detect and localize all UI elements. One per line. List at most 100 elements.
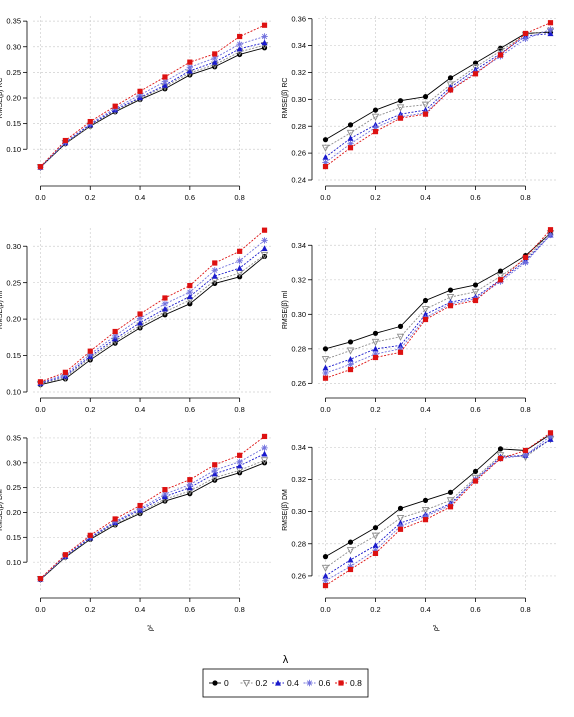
data-point <box>522 254 529 260</box>
y-tick-label: 0.20 <box>6 315 21 324</box>
series-0 <box>37 45 268 170</box>
series-0.6 <box>37 237 268 386</box>
data-point <box>372 129 379 135</box>
data-point <box>422 316 429 323</box>
series-line <box>40 229 265 383</box>
data-point <box>236 257 243 264</box>
y-axis-label: RMSE(β̂) RC <box>0 78 4 119</box>
data-point <box>372 345 379 352</box>
data-point <box>397 349 404 355</box>
legend-items: 0 0.2 0.4 0.6 0.8 <box>209 678 362 688</box>
x-tick-label: 0.0 <box>320 605 330 614</box>
chart-panel-2: 0.0 0.2 0.4 0.6 0.8 0.24 0.26 0.28 0.30 0.32 0.34 0… <box>282 14 558 202</box>
series-line <box>40 459 265 580</box>
x-tick-label: 0.2 <box>370 405 380 414</box>
data-point <box>62 552 68 558</box>
gridlines <box>33 228 272 393</box>
data-point <box>422 311 429 317</box>
data-point <box>137 311 143 317</box>
data-point <box>112 103 118 109</box>
series-line <box>40 24 265 167</box>
series-0.6 <box>37 444 268 583</box>
y-tick-label: 0.30 <box>6 42 21 51</box>
data-point <box>187 59 193 65</box>
series-line <box>325 33 551 158</box>
legend-label: 0.6 <box>319 678 331 688</box>
data-point <box>422 94 429 100</box>
data-point <box>137 502 143 509</box>
x-tick-label: 0.4 <box>135 405 145 414</box>
series-0.8 <box>322 20 554 170</box>
data-point <box>447 303 454 309</box>
data-point <box>347 556 354 563</box>
data-point <box>522 452 529 459</box>
data-point <box>496 273 505 281</box>
y-tick-label: 0.35 <box>6 17 21 26</box>
data-point <box>447 287 454 293</box>
data-point <box>186 481 194 488</box>
y-tick-label: 0.30 <box>291 310 306 319</box>
legend-label: 0 <box>224 678 229 688</box>
legend-label: 0.8 <box>350 678 362 688</box>
data-point <box>136 315 144 322</box>
data-point <box>322 153 329 160</box>
data-point <box>322 163 329 170</box>
y-tick-label: 0.30 <box>291 95 306 104</box>
series-0.2 <box>321 230 555 364</box>
chart-panel-6: 0.0 0.2 0.4 0.6 0.8 0.26 0.28 0.30 0.32 0.34 RMSE(… <box>282 428 558 631</box>
data-point <box>347 135 354 141</box>
data-point <box>496 47 505 56</box>
y-tick-label: 0.36 <box>291 14 306 23</box>
data-point <box>162 487 168 493</box>
series-line <box>40 44 265 168</box>
data-point <box>321 356 330 364</box>
data-point <box>371 532 380 540</box>
series-0.4 <box>37 245 268 386</box>
data-point <box>322 159 329 166</box>
data-point <box>371 338 380 347</box>
data-point <box>447 504 454 510</box>
data-point <box>371 113 380 121</box>
series-line <box>40 240 265 383</box>
data-point <box>322 369 329 377</box>
data-point <box>322 577 329 584</box>
data-point <box>497 455 504 462</box>
series-0 <box>322 431 554 560</box>
data-point <box>87 532 93 538</box>
series-0.2 <box>36 457 269 584</box>
data-point <box>396 333 405 341</box>
legend-item-0.8: 0.8 <box>335 678 362 688</box>
series-0.8 <box>322 430 554 589</box>
legend-label: 0.2 <box>256 678 268 688</box>
data-point <box>37 164 44 170</box>
data-point <box>322 554 329 560</box>
series-line <box>325 29 551 163</box>
chart-panel-5: 0.0 0.2 0.4 0.6 0.8 0.10 0.15 0.20 0.25 0.30 0.35 R… <box>0 428 272 631</box>
x-tick-label: 0.0 <box>35 405 45 414</box>
series-line <box>40 447 265 580</box>
data-point <box>322 137 329 143</box>
series-0.8 <box>37 22 268 170</box>
data-point <box>497 268 504 274</box>
data-point <box>322 572 329 579</box>
y-tick-label: 0.25 <box>6 278 21 287</box>
x-tick-label: 0.4 <box>135 193 145 202</box>
series-line <box>325 234 551 374</box>
y-tick-label: 0.28 <box>291 122 306 131</box>
data-point <box>37 575 44 582</box>
data-point <box>472 297 479 304</box>
legend-item-0.6: 0.6 <box>303 678 331 688</box>
data-point <box>261 450 268 457</box>
y-tick-label: 0.24 <box>291 176 306 185</box>
data-point <box>347 356 354 362</box>
gridlines <box>33 16 272 180</box>
data-point <box>236 264 243 271</box>
data-point <box>547 20 554 26</box>
data-point <box>497 277 504 283</box>
y-tick-label: 0.15 <box>6 533 21 542</box>
data-point <box>261 227 268 233</box>
series-line <box>325 31 551 141</box>
data-point <box>471 64 480 72</box>
data-point <box>261 433 268 440</box>
